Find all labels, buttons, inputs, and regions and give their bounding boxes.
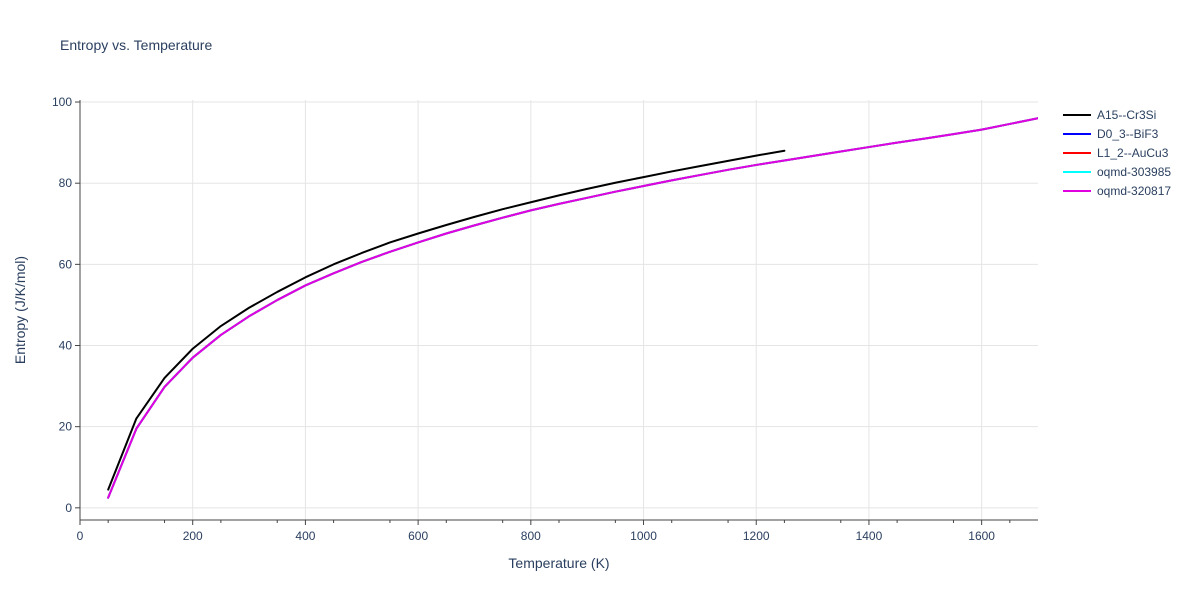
x-tick-label: 800 <box>521 529 541 543</box>
legend-item[interactable]: oqmd-303985 <box>1063 165 1171 179</box>
legend-label: oqmd-320817 <box>1097 184 1171 198</box>
legend-item[interactable]: A15--Cr3Si <box>1063 108 1156 122</box>
legend-item[interactable]: oqmd-320817 <box>1063 184 1171 198</box>
y-tick-label: 40 <box>59 339 73 353</box>
series-line-1[interactable] <box>107 149 786 491</box>
x-tick-label: 0 <box>77 529 84 543</box>
axes: 0 200 400 600 800 1000 1200 1400 1600 0 20 40 60 80 10… <box>52 95 1038 543</box>
legend-item[interactable]: D0_3--BiF3 <box>1063 127 1159 141</box>
y-tick-label: 80 <box>59 176 73 190</box>
plot-area <box>107 117 1038 499</box>
y-axis-title: Entropy (J/K/mol) <box>12 256 28 364</box>
x-tick-label: 1200 <box>743 529 770 543</box>
y-tick-label: 0 <box>65 501 72 515</box>
x-tick-label: 1400 <box>856 529 883 543</box>
x-axis-title: Temperature (K) <box>508 555 609 571</box>
x-tick-label: 200 <box>183 529 203 543</box>
chart-title: Entropy vs. Temperature <box>60 37 212 53</box>
legend-label: oqmd-303985 <box>1097 165 1171 179</box>
legend: A15--Cr3Si D0_3--BiF3 L1_2--AuCu3 oqmd-3039… <box>1063 108 1171 198</box>
legend-label: A15--Cr3Si <box>1097 108 1156 122</box>
x-tick-label: 1000 <box>630 529 657 543</box>
series-line-5[interactable] <box>107 117 1038 499</box>
legend-label: D0_3--BiF3 <box>1097 127 1159 141</box>
y-tick-label: 100 <box>52 95 72 109</box>
grid-lines <box>80 100 1038 520</box>
legend-label: L1_2--AuCu3 <box>1097 146 1169 160</box>
x-tick-label: 1600 <box>968 529 995 543</box>
x-tick-label: 600 <box>408 529 428 543</box>
y-tick-label: 20 <box>59 420 73 434</box>
legend-item[interactable]: L1_2--AuCu3 <box>1063 146 1169 160</box>
y-tick-label: 60 <box>59 257 73 271</box>
x-tick-label: 400 <box>295 529 315 543</box>
